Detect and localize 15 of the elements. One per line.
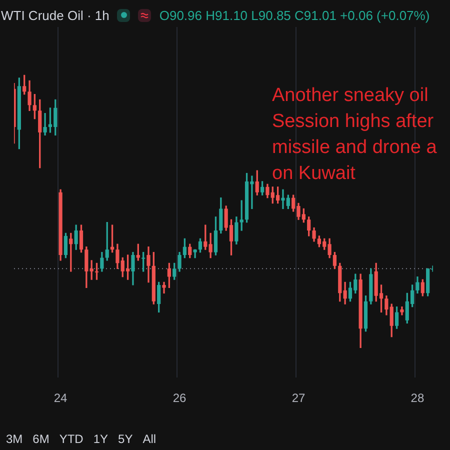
x-tick-label: 27 — [292, 391, 306, 406]
text: 6M — [32, 432, 50, 446]
x-tick-label: 24 — [54, 391, 68, 406]
annotation: Another sneaky oil Session highs after missile and drone a on Kuwait — [272, 84, 437, 186]
text: YTD — [59, 432, 84, 446]
x-tick-label: 26 — [172, 391, 187, 406]
text: 1Y — [93, 432, 108, 446]
chart-subtitle: O90.96 H91.10 L90.85 C91.01 +0.06 (+0.07%) — [159, 8, 430, 22]
x-tick-label: 28 — [410, 391, 424, 406]
text: 5Y — [118, 432, 133, 446]
text: 3M — [6, 432, 23, 446]
candlestick — [162, 282, 166, 294]
text: All — [142, 432, 156, 446]
candlestick — [43, 113, 47, 136]
chart-title: WTI Crude Oil · 1h — [1, 8, 110, 22]
